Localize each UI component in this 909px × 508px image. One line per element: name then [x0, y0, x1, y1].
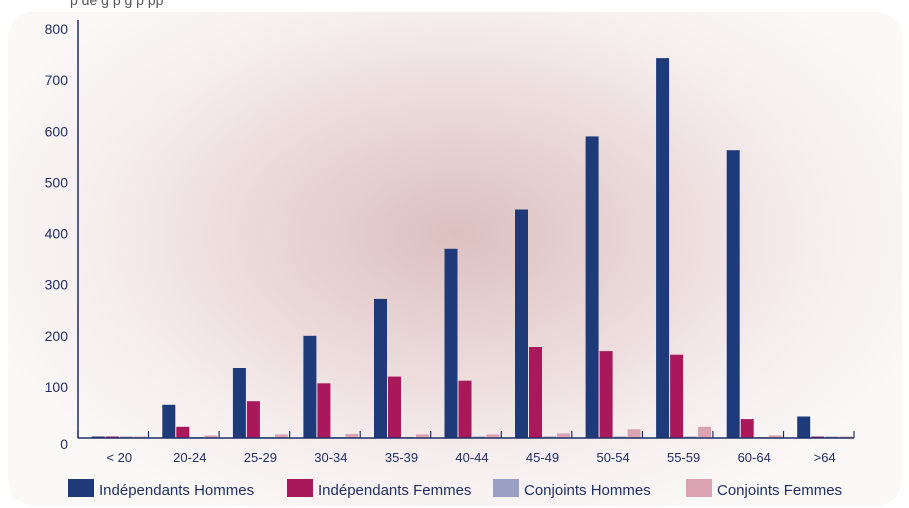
- bar-2-8: [670, 354, 684, 438]
- legend-label-2: Indépendants Femmes: [318, 482, 471, 499]
- bar-1-9: [726, 150, 740, 438]
- bar-2-7: [599, 351, 613, 438]
- bar-1-4: [374, 298, 387, 438]
- bar-4-2: [274, 434, 288, 438]
- x-tick-label: >64: [814, 450, 836, 465]
- y-axis-ticks: 0 100 200 300 400 500 600 700 800: [45, 21, 69, 452]
- bar-2-4: [388, 376, 401, 438]
- axes: [77, 20, 855, 439]
- legend-label-1: Indépendants Hommes: [99, 482, 254, 499]
- y-tick-label: 100: [45, 379, 69, 395]
- legend-swatch-4: [686, 479, 712, 497]
- bar-1-5: [444, 248, 458, 438]
- legend: Indépendants Hommes Indépendants Femmes Co…: [68, 479, 842, 499]
- bar-4-7: [627, 429, 641, 438]
- bar-1-7: [585, 136, 599, 438]
- x-tick-label: 25-29: [244, 450, 277, 465]
- y-tick-label: 300: [45, 277, 69, 293]
- x-tick-label: 20-24: [173, 450, 206, 465]
- y-tick-label: 700: [45, 72, 69, 88]
- bars: [91, 58, 853, 439]
- x-tick-label: 30-34: [314, 450, 347, 465]
- x-tick-label: 55-59: [667, 450, 700, 465]
- bar-2-3: [317, 383, 331, 438]
- bar-1-1: [162, 404, 176, 438]
- y-tick-label: 500: [45, 174, 69, 190]
- bar-2-6: [529, 347, 542, 438]
- x-tick-label: 35-39: [385, 450, 418, 465]
- legend-swatch-3: [493, 479, 519, 497]
- x-tick-label: < 20: [106, 450, 132, 465]
- legend-label-4: Conjoints Femmes: [717, 482, 842, 499]
- bar-1-10: [797, 416, 811, 438]
- bar-2-9: [740, 419, 754, 438]
- cropped-header-text: p de g p g p pp: [70, 0, 164, 8]
- y-tick-label: 800: [45, 21, 69, 37]
- bar-1-3: [303, 335, 317, 439]
- bar-4-4: [416, 434, 429, 438]
- bar-1-8: [656, 58, 670, 438]
- legend-swatch-1: [68, 479, 94, 497]
- x-axis-ticks: < 20 20-24 25-29 30-34 35-39 40-44 45-49 50-54 5…: [106, 450, 835, 465]
- bar-1-6: [515, 209, 528, 438]
- bar-4-3: [345, 433, 359, 438]
- bar-4-9: [768, 435, 782, 438]
- bar-1-2: [232, 368, 246, 438]
- y-tick-label: 200: [45, 328, 69, 344]
- legend-swatch-2: [287, 479, 313, 497]
- bar-2-2: [246, 401, 260, 438]
- y-tick-label: 600: [45, 123, 69, 139]
- bar-2-5: [458, 380, 472, 438]
- bar-4-1: [204, 435, 218, 438]
- x-tick-label: 50-54: [596, 450, 629, 465]
- x-tick-label: 45-49: [526, 450, 559, 465]
- y-tick-label: 400: [45, 226, 69, 242]
- bar-4-5: [486, 434, 500, 438]
- legend-label-3: Conjoints Hommes: [524, 482, 651, 499]
- y-tick-label: 0: [60, 436, 68, 452]
- bar-4-8: [698, 426, 712, 438]
- bar-4-6: [557, 433, 570, 438]
- x-tick-label: 40-44: [455, 450, 488, 465]
- x-tick-label: 60-64: [738, 450, 771, 465]
- bar-2-1: [176, 426, 190, 438]
